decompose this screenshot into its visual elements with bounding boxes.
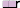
Legend: Obs., Mean obs., Median obs., BR, BR_T0.1, BR_T0.02, BR_T0.01, RS: Obs., Mean obs., Median obs., BR, BR_T0.…	[16, 1, 20, 8]
Text: (b): (b)	[10, 1, 20, 8]
Text: (a): (a)	[3, 1, 20, 8]
